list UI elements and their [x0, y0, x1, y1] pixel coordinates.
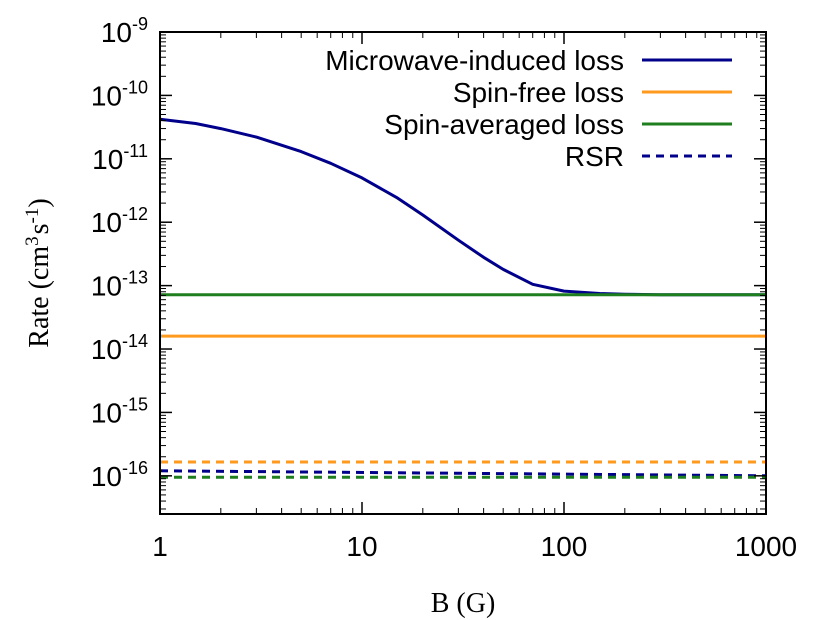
- ticks-layer: 1 10 100 1000 10-9 10-10 10-11 10-12 10-13 10-14 1…: [91, 14, 797, 562]
- y-axis-title-end: ): [24, 198, 55, 207]
- x-tick-label-3: 1000: [735, 531, 797, 562]
- legend-label-2: Spin-averaged loss: [384, 109, 624, 140]
- y-tick-label-7: 10-16: [91, 458, 148, 492]
- y-axis-title: Rate (cm3 s-1): [22, 198, 55, 347]
- y-axis-title-mid: s: [24, 223, 55, 234]
- y-tick-label-4: 10-13: [91, 268, 148, 302]
- y-axis-title-sup1: 3: [22, 236, 43, 246]
- y-tick-label-3: 10-12: [91, 204, 148, 238]
- legend-label-3: RSR: [565, 141, 624, 172]
- series-layer: [159, 117, 767, 479]
- legend-label-0: Microwave-induced loss: [325, 45, 624, 76]
- y-tick-label-5: 10-14: [91, 331, 148, 365]
- plot-frame: [159, 31, 767, 515]
- series-line-3: [159, 469, 767, 478]
- y-axis-title-sup2: -1: [22, 208, 43, 224]
- y-tick-label-1: 10-10: [91, 77, 148, 111]
- y-tick-label-6: 10-15: [91, 394, 148, 428]
- x-tick-label-2: 100: [541, 531, 588, 562]
- x-axis-title: B (G): [431, 588, 496, 619]
- y-tick-label-2: 10-11: [92, 141, 148, 175]
- series-line-0: [159, 117, 766, 297]
- y-axis-title-base: Rate (cm: [24, 246, 55, 348]
- x-tick-label-0: 1: [152, 531, 168, 562]
- x-tick-label-1: 10: [346, 531, 377, 562]
- y-tick-label-0: 10-9: [101, 14, 148, 48]
- legend-label-1: Spin-free loss: [453, 77, 624, 108]
